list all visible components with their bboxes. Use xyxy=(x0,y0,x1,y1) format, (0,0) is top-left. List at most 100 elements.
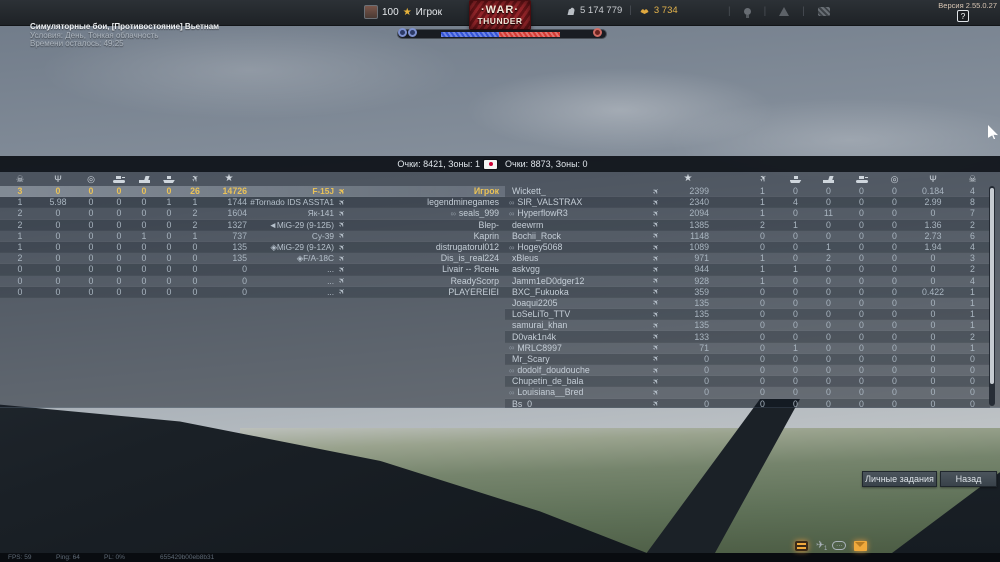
left-table-row[interactable]: 0 0 0 0 0 0 0 0 ... ✈ ReadyScorp xyxy=(0,275,505,287)
right-table-row[interactable]: ∞ MRLC8997 ✈ 71 0 1 0 0 0 0 1 xyxy=(505,342,990,354)
tank-kills-icon xyxy=(855,176,868,184)
deaths-icon: ☠ xyxy=(968,174,977,184)
tank-kills-value: 0 xyxy=(116,197,122,208)
capture-value: 0 xyxy=(88,275,94,286)
assists-value: 0 xyxy=(930,309,936,320)
scrollbar[interactable] xyxy=(989,186,995,406)
ground-kills-value: 0 xyxy=(141,242,147,253)
item-chest-icon[interactable] xyxy=(817,7,830,16)
silver-amount: 5 174 779 xyxy=(580,5,623,16)
right-table-row[interactable]: D0vak1n4k ✈ 133 0 0 0 0 0 0 2 xyxy=(505,331,990,343)
silver-lions[interactable]: 5 174 779 xyxy=(565,5,622,16)
left-table-row[interactable]: 0 0 0 0 0 0 0 0 ... ✈ PLAYEREIEI xyxy=(0,286,505,298)
back-button[interactable]: Назад xyxy=(940,471,997,487)
score-value: 135 xyxy=(232,253,247,264)
right-table-row[interactable]: ∞ dodolf_doudouche ✈ 0 0 0 0 0 0 0 0 xyxy=(505,365,990,376)
right-table-row[interactable]: ∞ SIR_VALSTRAX ✈ 2340 1 4 0 0 0 2.99 8 xyxy=(505,197,990,209)
ground-kills-value: 0 xyxy=(141,208,147,219)
right-table-row[interactable]: xBleus ✈ 971 1 0 2 0 0 0 3 xyxy=(505,253,990,264)
capture-value: 0 xyxy=(892,342,897,353)
tank-kills-value: 0 xyxy=(116,242,122,253)
assists-value: 0 xyxy=(55,242,61,253)
deaths-value: 3 xyxy=(17,186,23,197)
vehicle-name: ... xyxy=(327,264,334,275)
lamp-icon[interactable] xyxy=(743,8,751,18)
deaths-value: 7 xyxy=(970,208,975,219)
capture-value: 0 xyxy=(892,297,897,308)
help-button[interactable]: ? xyxy=(957,10,969,22)
ground-kills-value: 0 xyxy=(826,398,831,408)
left-table-row[interactable]: 2 0 0 0 0 0 2 1604 Як-141 ✈ ∞ seals_999 xyxy=(0,208,505,219)
player-name: legendminegames xyxy=(427,197,499,208)
capture-value: 0 xyxy=(88,219,94,230)
air-kills-value: 2 xyxy=(192,219,198,230)
golden-eagles[interactable]: 3 734 xyxy=(639,5,678,16)
right-table-row[interactable]: Bs_0 ✈ 0 0 0 0 0 0 0 0 xyxy=(505,398,990,408)
air-kills-value: 0 xyxy=(760,297,765,308)
right-table-row[interactable]: samurai_khan ✈ 135 0 0 0 0 0 0 1 xyxy=(505,320,990,331)
respawn-plane-icon[interactable]: ✈ 1 xyxy=(816,540,828,552)
session-id: 655429b00eb8b31 xyxy=(160,554,215,561)
left-table-row[interactable]: 1 0 0 0 0 0 0 135 ◈MiG-29 (9-12A) ✈ dist… xyxy=(0,241,505,254)
ground-kills-value: 0 xyxy=(141,197,147,208)
score-value: 71 xyxy=(699,342,709,353)
left-table-row[interactable]: 1 0 0 0 1 0 1 737 Су-39 ✈ Kaprin xyxy=(0,230,505,242)
capture-value: 0 xyxy=(892,376,897,387)
gift-icon[interactable] xyxy=(779,7,790,16)
right-table-row[interactable]: ∞ Hogey5068 ✈ 1089 0 0 1 0 0 1.94 4 xyxy=(505,241,990,254)
air-kills-value: 0 xyxy=(192,242,198,253)
deaths-value: 4 xyxy=(970,242,975,253)
ship-kills-value: 0 xyxy=(793,208,798,219)
right-table-row[interactable]: Wickett_ ✈ 2399 1 0 0 0 0 0.184 4 xyxy=(505,186,990,197)
right-table-row[interactable]: BXC_Fukuoka ✈ 359 0 0 0 0 0 0.422 1 xyxy=(505,286,990,298)
squad-tag: ∞ xyxy=(450,208,456,218)
right-table-row[interactable]: Joaqui2205 ✈ 135 0 0 0 0 0 0 1 xyxy=(505,297,990,309)
packet-loss: PL: 0% xyxy=(104,554,125,561)
left-table-row[interactable]: 2 0 0 0 0 0 0 135 ◈F/A-18C ✈ Dis_is_real… xyxy=(0,253,505,264)
player-profile[interactable]: 100 ★ Игрок xyxy=(364,5,442,19)
vehicle-name: Су-39 xyxy=(311,230,334,241)
mail-icon[interactable] xyxy=(854,540,868,551)
squad-tag: ∞ xyxy=(509,365,515,375)
ground-kills-value: 0 xyxy=(826,353,831,364)
player-name: Blep- xyxy=(478,219,499,230)
capture-value: 0 xyxy=(88,197,94,208)
right-table-row[interactable]: Mr_Scary ✈ 0 0 0 0 0 0 0 0 xyxy=(505,353,990,365)
vehicle-name: ... xyxy=(327,275,334,286)
assists-value: 1.36 xyxy=(924,219,942,230)
battle-tasks-icon[interactable] xyxy=(795,540,808,551)
left-table-row[interactable]: 0 0 0 0 0 0 0 0 ... ✈ Livair -- Ясень xyxy=(0,264,505,276)
ship-kills-value: 1 xyxy=(793,219,798,230)
scrollbar-thumb[interactable] xyxy=(990,188,994,384)
ship-kills-value: 0 xyxy=(793,230,798,241)
capture-value: 0 xyxy=(88,230,94,241)
left-table-row[interactable]: 2 0 0 0 0 0 2 1327 ◄MiG-29 (9-12Б) ✈ Ble… xyxy=(0,219,505,231)
right-table-row[interactable]: Jamm1eD0dger12 ✈ 928 1 0 0 0 0 0 4 xyxy=(505,275,990,287)
assists-value: 0 xyxy=(930,398,936,408)
personal-tasks-button[interactable]: Личные задания xyxy=(862,471,937,487)
right-table-row[interactable]: deewrm ✈ 1385 2 1 0 0 0 1.36 2 xyxy=(505,219,990,231)
right-table-row[interactable]: askvgg ✈ 944 1 1 0 0 0 0 2 xyxy=(505,264,990,276)
left-table-row[interactable]: 1 5.98 0 0 0 1 1 1744 #Tornado IDS ASSTA… xyxy=(0,197,505,209)
capture-value: 0 xyxy=(88,208,94,219)
right-table-row[interactable]: Chupetin_de_bala ✈ 0 0 0 0 0 0 0 0 xyxy=(505,376,990,388)
score-value: 971 xyxy=(694,253,709,264)
right-table-row[interactable]: Bochii_Rock ✈ 1148 0 0 0 0 0 2.73 6 xyxy=(505,230,990,242)
right-table-row[interactable]: ∞ HyperflowR3 ✈ 2094 1 0 11 0 0 0 7 xyxy=(505,208,990,219)
player-name: MRLC8997 xyxy=(517,342,562,353)
score-value: 928 xyxy=(694,275,709,286)
deaths-value: 0 xyxy=(970,365,975,376)
right-table-row[interactable]: LoSeLiTo_TTV ✈ 135 0 0 0 0 0 0 1 xyxy=(505,309,990,321)
assists-value: 0 xyxy=(55,208,61,219)
right-table-row[interactable]: ∞ Louisiana__Bred ✈ 0 0 0 0 0 0 0 0 xyxy=(505,387,990,398)
ship-kills-value: 0 xyxy=(793,275,798,286)
chat-icon[interactable]: … xyxy=(832,541,847,550)
ship-kills-value: 0 xyxy=(793,309,798,320)
ground-kills-value: 0 xyxy=(141,264,147,275)
assists-value: 0 xyxy=(55,275,61,286)
squad-tag: ∞ xyxy=(509,387,515,397)
assists-value: 0 xyxy=(930,365,936,376)
left-table-row[interactable]: 3 0 0 0 0 0 26 14726 F-15J ✈ Игрок xyxy=(0,186,505,198)
ground-kills-value: 0 xyxy=(141,219,147,230)
top-misc-icons: | | | xyxy=(728,6,830,18)
